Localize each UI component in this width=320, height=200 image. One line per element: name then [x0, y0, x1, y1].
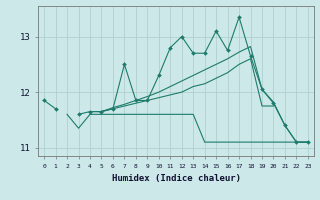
X-axis label: Humidex (Indice chaleur): Humidex (Indice chaleur): [111, 174, 241, 183]
